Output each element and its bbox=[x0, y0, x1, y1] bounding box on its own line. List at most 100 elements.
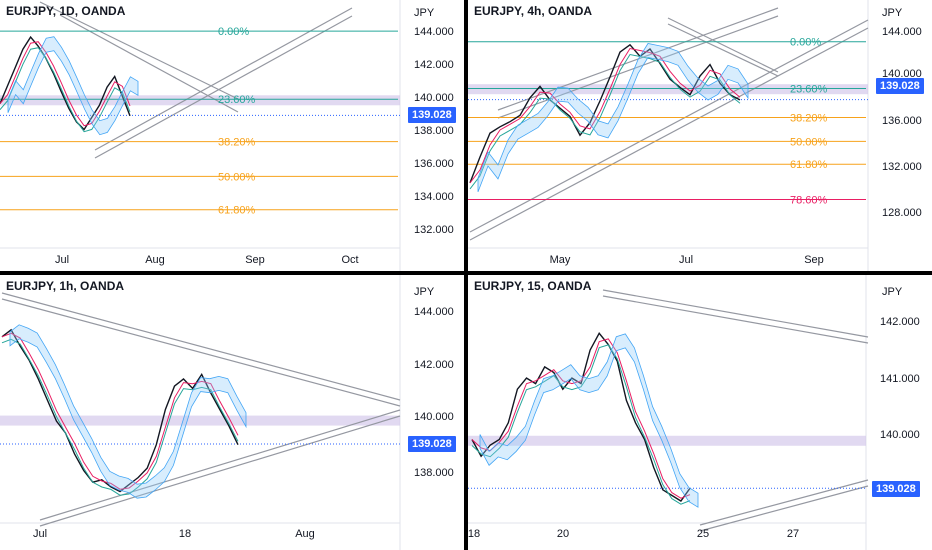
resistance-zone bbox=[468, 435, 866, 446]
lagging-span bbox=[0, 47, 131, 133]
x-tick-label: 18 bbox=[468, 528, 480, 540]
trend-line bbox=[667, 17, 779, 73]
last-price-badge: 139.028 bbox=[408, 107, 456, 123]
x-tick-label: Jul bbox=[33, 528, 47, 540]
fib-level-label: 0.00% bbox=[790, 37, 821, 49]
chart-panel-1h[interactable]: 144.000 142.000 140.000 138.000 Jul 18 Aug EUR… bbox=[0, 275, 464, 550]
fib-level-label: 0.00% bbox=[218, 26, 249, 38]
fib-level-label: 38.20% bbox=[790, 113, 828, 125]
y-tick-label: 142.000 bbox=[414, 59, 454, 71]
fib-level-label: 50.00% bbox=[790, 136, 828, 148]
trend-channel-line bbox=[699, 485, 869, 532]
y-tick-label: 142.000 bbox=[880, 316, 920, 328]
x-tick-label: 20 bbox=[557, 528, 569, 540]
trend-channel-line bbox=[469, 19, 869, 233]
fib-level-label: 61.80% bbox=[790, 159, 828, 171]
panel-title: EURJPY, 1h, OANDA bbox=[6, 279, 125, 293]
trend-line bbox=[667, 23, 779, 77]
y-tick-label: 140.000 bbox=[414, 411, 454, 423]
price-series-line bbox=[0, 35, 131, 131]
last-price-badge: 139.028 bbox=[876, 78, 924, 94]
conversion-line bbox=[471, 338, 691, 499]
lagging-span bbox=[469, 53, 741, 190]
price-series-line bbox=[469, 43, 741, 184]
x-tick-label: Jul bbox=[55, 254, 69, 266]
chart-panel-15m[interactable]: 142.000 141.000 140.000 18 20 25 27 EURJPY, 15… bbox=[468, 275, 932, 550]
y-tick-label: 144.000 bbox=[414, 306, 454, 318]
y-tick-label: 132.000 bbox=[414, 224, 454, 236]
conversion-line bbox=[469, 47, 741, 184]
y-tick-label: 144.000 bbox=[414, 26, 454, 38]
trend-channel-line bbox=[699, 479, 869, 526]
conversion-line bbox=[1, 332, 239, 490]
last-price-badge: 139.028 bbox=[408, 436, 456, 452]
fib-level-label: 50.00% bbox=[218, 171, 256, 183]
x-tick-label: 25 bbox=[697, 528, 709, 540]
resistance-zone bbox=[468, 84, 868, 95]
chart-svg: 144.000 142.000 140.000 138.000 Jul 18 Aug bbox=[0, 275, 454, 550]
y-tick-label: 140.000 bbox=[882, 68, 922, 80]
trend-line bbox=[1, 292, 401, 401]
panel-title: EURJPY, 1D, OANDA bbox=[6, 4, 126, 18]
unit-label: JPY bbox=[882, 7, 903, 19]
trend-line bbox=[39, 1, 241, 101]
y-tick-label: 142.000 bbox=[414, 359, 454, 371]
ichimoku-cloud bbox=[9, 324, 247, 499]
price-series-line bbox=[1, 328, 239, 493]
chart-svg: 0.00% 23.60% 38.20% 50.00% 61.80% 144.000 142.… bbox=[0, 0, 454, 271]
y-tick-label: 136.000 bbox=[882, 115, 922, 127]
x-tick-label: Oct bbox=[341, 254, 358, 266]
trend-line bbox=[1, 298, 401, 407]
y-tick-label: 136.000 bbox=[414, 158, 454, 170]
conversion-line bbox=[0, 41, 131, 127]
trend-line bbox=[602, 295, 869, 344]
y-tick-label: 138.000 bbox=[414, 467, 454, 479]
unit-label: JPY bbox=[414, 286, 435, 298]
unit-label: JPY bbox=[882, 286, 903, 298]
ichimoku-cloud bbox=[477, 43, 749, 193]
trend-channel-line bbox=[497, 15, 779, 119]
x-tick-label: Sep bbox=[245, 254, 265, 266]
y-tick-label: 134.000 bbox=[414, 191, 454, 203]
chart-panel-4h[interactable]: 0.00% 23.60% 38.20% 50.00% 61.80% 78.60% 144.0… bbox=[468, 0, 932, 271]
trend-channel-line bbox=[469, 27, 869, 241]
fib-level-label: 23.60% bbox=[790, 83, 828, 95]
chart-svg: 0.00% 23.60% 38.20% 50.00% 61.80% 78.60% 144.0… bbox=[468, 0, 922, 271]
ichimoku-cloud bbox=[7, 36, 139, 136]
fib-level-label: 61.80% bbox=[218, 205, 256, 217]
fib-level-label: 38.20% bbox=[218, 137, 256, 149]
trend-channel-line bbox=[94, 7, 353, 151]
fib-level-label: 78.60% bbox=[790, 195, 828, 207]
ichimoku-cloud bbox=[479, 333, 699, 508]
trend-channel-line bbox=[94, 15, 353, 159]
y-tick-label: 128.000 bbox=[882, 207, 922, 219]
y-tick-label: 138.000 bbox=[414, 125, 454, 137]
panel-title: EURJPY, 15, OANDA bbox=[474, 279, 592, 293]
fib-level-label: 23.60% bbox=[218, 94, 256, 106]
x-tick-label: Jul bbox=[679, 254, 693, 266]
unit-label: JPY bbox=[414, 7, 435, 19]
trend-channel-line bbox=[39, 415, 401, 527]
x-tick-label: May bbox=[550, 254, 571, 266]
last-price-badge: 139.028 bbox=[872, 481, 920, 497]
price-series-line bbox=[471, 332, 691, 502]
resistance-zone bbox=[0, 415, 400, 426]
lagging-span bbox=[471, 344, 691, 505]
y-tick-label: 140.000 bbox=[880, 429, 920, 441]
y-tick-label: 141.000 bbox=[880, 373, 920, 385]
trend-channel-line bbox=[39, 409, 401, 521]
x-tick-label: Aug bbox=[145, 254, 165, 266]
chart-panel-1d[interactable]: 0.00% 23.60% 38.20% 50.00% 61.80% 144.000 142.… bbox=[0, 0, 464, 271]
y-tick-label: 132.000 bbox=[882, 161, 922, 173]
chart-svg: 142.000 141.000 140.000 18 20 25 27 bbox=[468, 275, 920, 550]
x-tick-label: Sep bbox=[804, 254, 824, 266]
y-tick-label: 140.000 bbox=[414, 92, 454, 104]
lagging-span bbox=[1, 338, 239, 496]
panel-title: EURJPY, 4h, OANDA bbox=[474, 4, 593, 18]
x-tick-label: 18 bbox=[179, 528, 191, 540]
trend-line bbox=[602, 289, 869, 338]
y-tick-label: 144.000 bbox=[882, 26, 922, 38]
x-tick-label: 27 bbox=[787, 528, 799, 540]
x-tick-label: Aug bbox=[295, 528, 315, 540]
